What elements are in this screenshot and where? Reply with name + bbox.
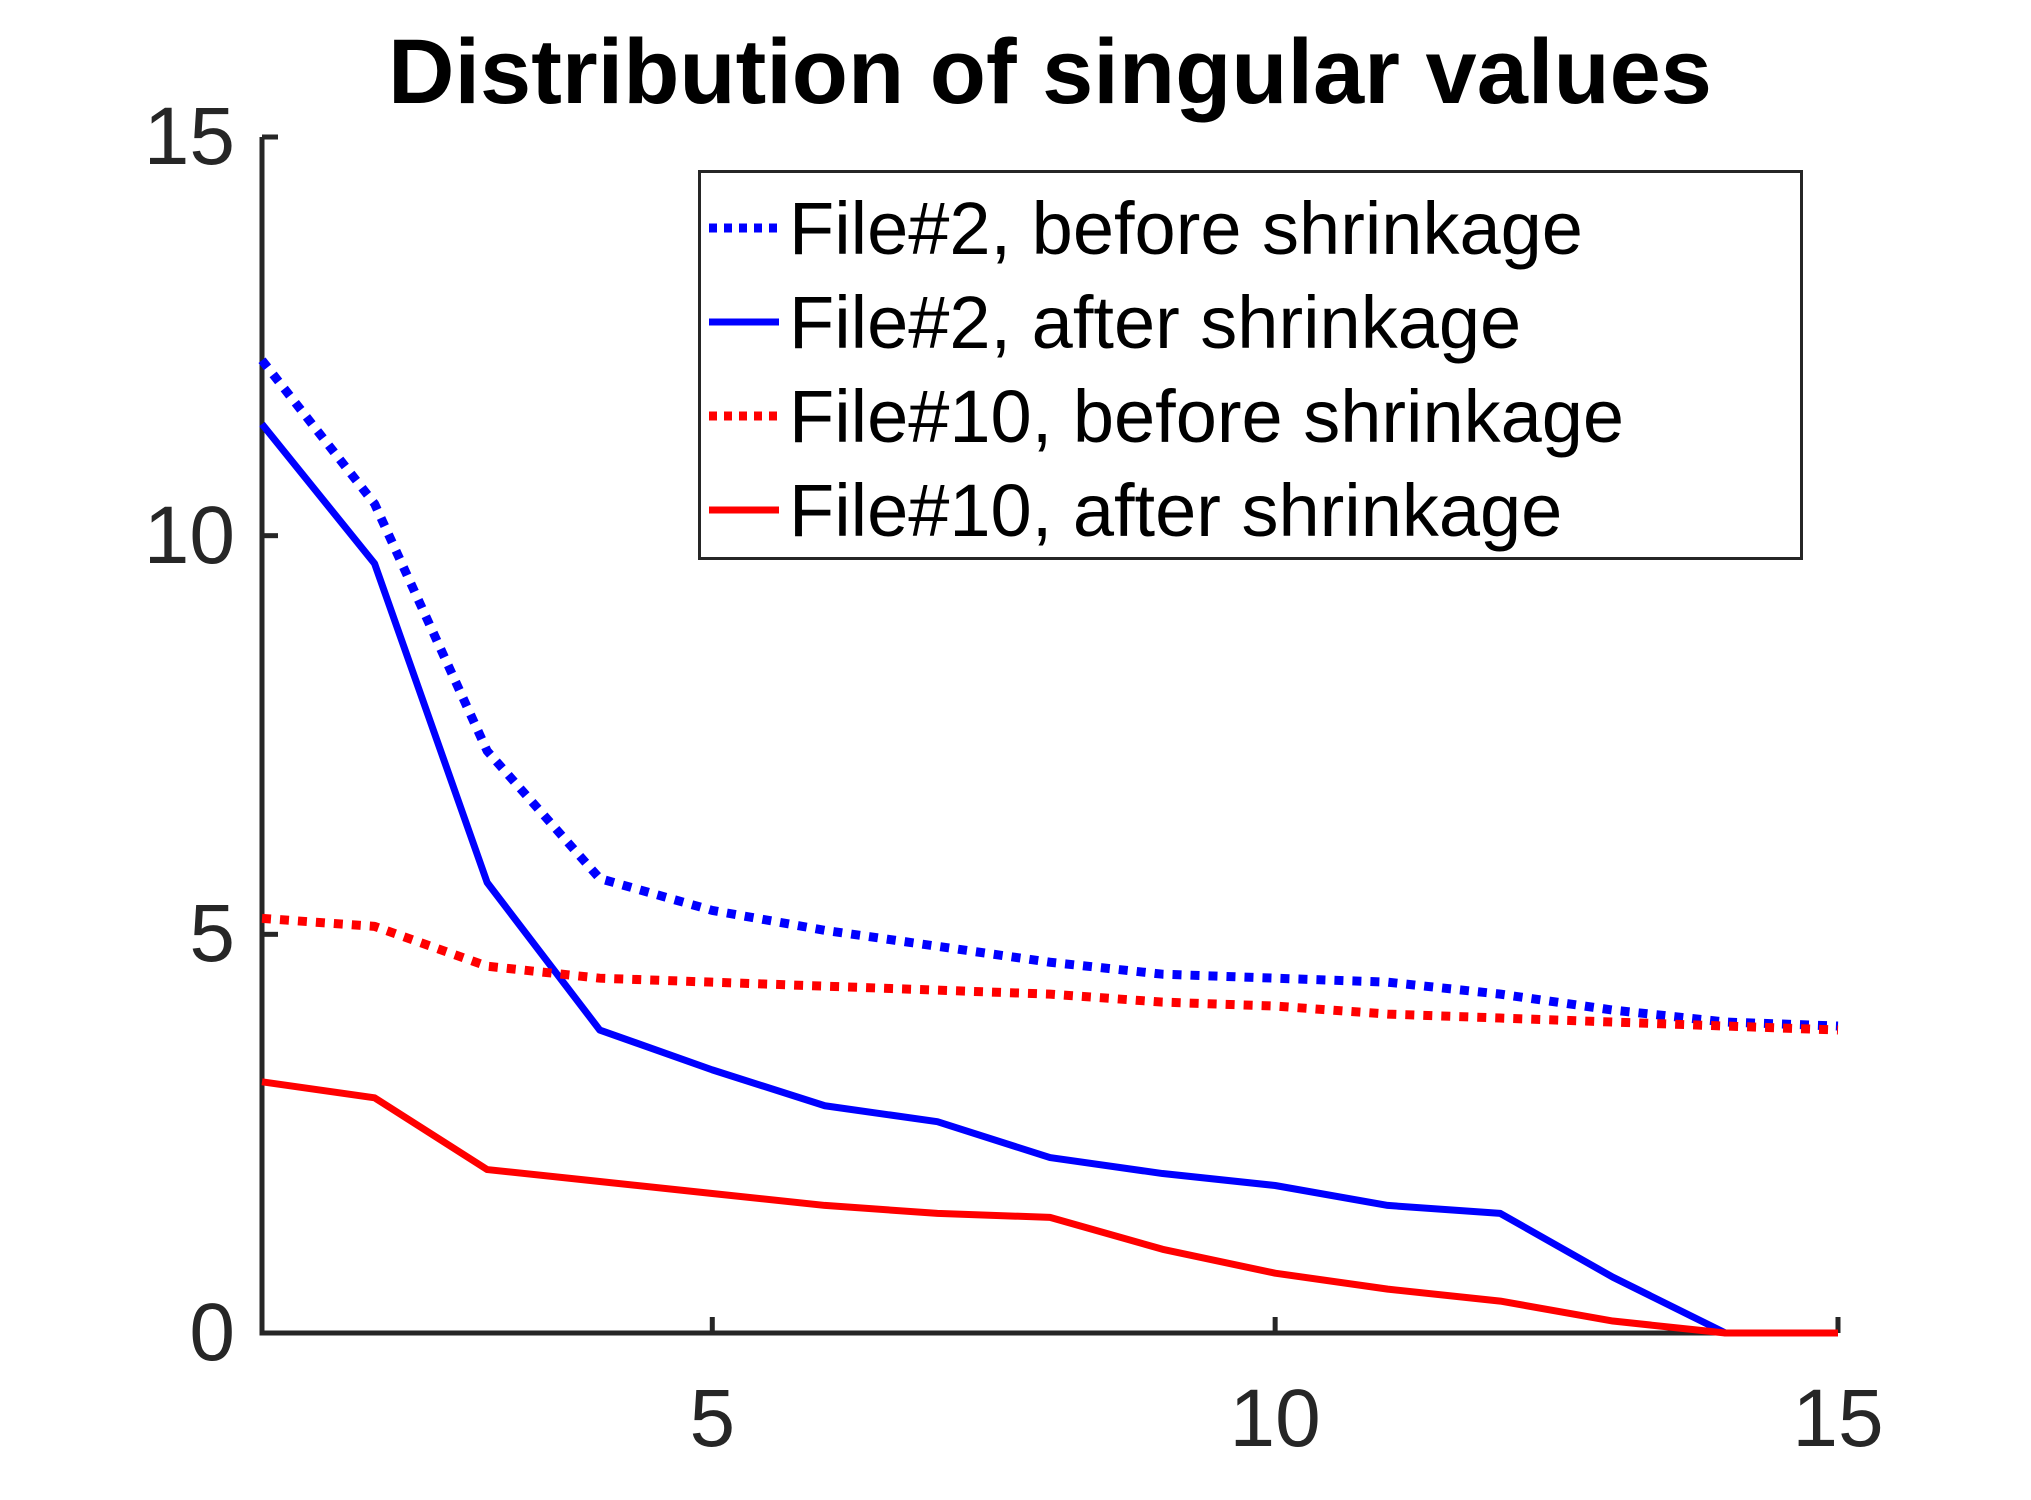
legend-entry-label: File#2, before shrinkage [789, 186, 1583, 270]
x-tick-label: 10 [1229, 1373, 1321, 1464]
legend-entry-label: File#2, after shrinkage [789, 280, 1522, 364]
data-series [258, 357, 1839, 1337]
legend-line-sample-dotted [709, 223, 779, 233]
legend-box: File#2, before shrinkage File#2, after s… [698, 170, 1803, 560]
legend-entry: File#2, before shrinkage [701, 181, 1800, 275]
legend-entry-label: File#10, before shrinkage [789, 374, 1625, 458]
legend-entry: File#10, before shrinkage [701, 369, 1800, 463]
y-tick-label: 15 [143, 91, 235, 182]
axes [259, 134, 1841, 1336]
x-tick-label: 5 [689, 1373, 736, 1464]
legend-line-sample-dotted [709, 411, 779, 421]
chart-title: Distribution of singular values [388, 21, 1712, 123]
legend-line-sample-solid [709, 506, 779, 514]
legend-entry: File#2, after shrinkage [701, 275, 1800, 369]
legend-entry-label: File#10, after shrinkage [789, 468, 1563, 552]
y-tick-label: 0 [189, 1287, 235, 1378]
legend-entry: File#10, after shrinkage [701, 463, 1800, 557]
y-tick-label: 10 [143, 489, 235, 581]
series-line-2 [261, 913, 1839, 1035]
series-line-1 [259, 421, 1838, 1337]
x-tick-label: 15 [1792, 1373, 1884, 1464]
legend-line-sample-solid [709, 318, 779, 326]
series-line-0 [258, 357, 1839, 1031]
y-tick-label: 5 [189, 888, 235, 980]
series-line-3 [261, 1078, 1838, 1337]
